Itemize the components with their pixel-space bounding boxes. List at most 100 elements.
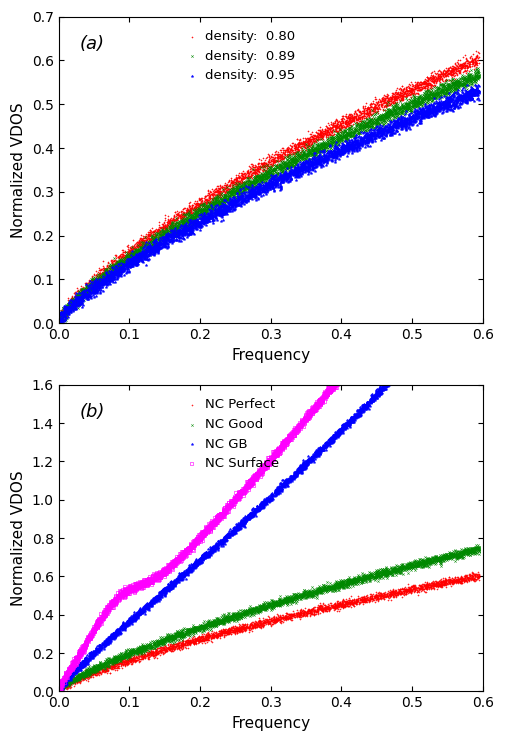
NC Good: [127, 648, 135, 660]
NC GB: [393, 364, 401, 376]
NC Perfect: [104, 660, 112, 672]
NC GB: [334, 431, 342, 443]
NC Perfect: [208, 630, 216, 642]
NC GB: [97, 638, 106, 650]
density:  0.89: (0.0506, 0.102): 0.89: (0.0506, 0.102): [90, 272, 98, 284]
NC Good: [322, 582, 330, 594]
density:  0.89: (0.331, 0.378): 0.89: (0.331, 0.378): [289, 151, 297, 163]
NC Perfect: [325, 599, 333, 611]
density:  0.95: (0.389, 0.389): 0.95: (0.389, 0.389): [329, 147, 337, 159]
density:  0.89: (0.275, 0.316): 0.89: (0.275, 0.316): [249, 179, 258, 191]
density:  0.89: (0.567, 0.542): 0.89: (0.567, 0.542): [455, 80, 463, 92]
NC Good: [199, 624, 208, 636]
density:  0.95: (0.109, 0.153): 0.95: (0.109, 0.153): [132, 250, 140, 262]
NC GB: [132, 611, 140, 623]
NC Good: [130, 649, 138, 660]
density:  0.80: (0.416, 0.463): 0.80: (0.416, 0.463): [348, 114, 357, 126]
NC Perfect: [178, 638, 186, 650]
density:  0.89: (0.41, 0.441): 0.89: (0.41, 0.441): [345, 124, 353, 136]
NC Good: [308, 588, 316, 600]
NC GB: [471, 285, 479, 297]
NC Perfect: [270, 617, 278, 629]
NC Surface: [190, 536, 198, 548]
density:  0.95: (0.0335, 0.0473): 0.95: (0.0335, 0.0473): [78, 297, 86, 309]
NC Surface: [276, 440, 284, 452]
NC GB: [316, 447, 324, 459]
density:  0.80: (0.116, 0.184): 0.80: (0.116, 0.184): [136, 237, 144, 249]
NC Surface: [475, 188, 483, 200]
density:  0.80: (0.0261, 0.0496): 0.80: (0.0261, 0.0496): [73, 295, 81, 307]
density:  0.95: (0.481, 0.454): 0.95: (0.481, 0.454): [395, 119, 403, 131]
density:  0.80: (0.328, 0.396): 0.80: (0.328, 0.396): [287, 144, 295, 156]
NC GB: [222, 530, 230, 542]
density:  0.80: (0.0937, 0.147): 0.80: (0.0937, 0.147): [121, 253, 129, 265]
density:  0.89: (0.334, 0.373): 0.89: (0.334, 0.373): [291, 154, 299, 166]
density:  0.95: (0.0286, 0.053): 0.95: (0.0286, 0.053): [75, 294, 83, 306]
density:  0.89: (0.327, 0.366): 0.89: (0.327, 0.366): [286, 157, 294, 168]
NC Surface: [238, 485, 246, 496]
density:  0.80: (0.501, 0.535): 0.80: (0.501, 0.535): [409, 83, 417, 95]
density:  0.95: (0.547, 0.498): 0.95: (0.547, 0.498): [441, 99, 449, 111]
NC Surface: [249, 473, 258, 485]
density:  0.95: (0.526, 0.479): 0.95: (0.526, 0.479): [426, 108, 434, 119]
NC GB: [326, 437, 334, 449]
density:  0.89: (0.0368, 0.067): 0.89: (0.0368, 0.067): [81, 288, 89, 300]
density:  0.89: (0.113, 0.147): 0.89: (0.113, 0.147): [134, 253, 142, 265]
NC Perfect: [465, 574, 473, 585]
density:  0.89: (0.584, 0.554): 0.89: (0.584, 0.554): [468, 75, 476, 87]
NC Perfect: [119, 656, 127, 668]
density:  0.89: (0.473, 0.497): 0.89: (0.473, 0.497): [389, 99, 397, 111]
density:  0.80: (0.251, 0.317): 0.80: (0.251, 0.317): [232, 178, 240, 190]
density:  0.95: (0.311, 0.333): 0.95: (0.311, 0.333): [275, 171, 283, 183]
density:  0.95: (0.155, 0.196): 0.95: (0.155, 0.196): [164, 232, 172, 243]
density:  0.80: (0.189, 0.261): 0.80: (0.189, 0.261): [188, 203, 196, 215]
density:  0.89: (0.257, 0.296): 0.89: (0.257, 0.296): [236, 188, 244, 200]
density:  0.80: (0.211, 0.281): 0.80: (0.211, 0.281): [204, 194, 212, 206]
density:  0.80: (0.0266, 0.057): 0.80: (0.0266, 0.057): [73, 292, 81, 304]
NC Perfect: [431, 578, 439, 590]
NC Surface: [362, 340, 370, 352]
NC GB: [56, 680, 64, 692]
NC Perfect: [212, 627, 220, 639]
NC Surface: [110, 594, 118, 606]
NC Surface: [328, 378, 336, 390]
density:  0.95: (0.585, 0.535): 0.95: (0.585, 0.535): [468, 83, 476, 95]
density:  0.80: (0.235, 0.289): 0.80: (0.235, 0.289): [221, 191, 229, 203]
NC Surface: [178, 551, 186, 562]
density:  0.89: (0.296, 0.345): 0.89: (0.296, 0.345): [264, 166, 272, 178]
NC Surface: [275, 444, 283, 456]
density:  0.89: (0.451, 0.461): 0.89: (0.451, 0.461): [373, 116, 381, 128]
NC GB: [160, 583, 168, 595]
density:  0.95: (0.319, 0.339): 0.95: (0.319, 0.339): [280, 169, 288, 181]
density:  0.80: (0.391, 0.45): 0.80: (0.391, 0.45): [331, 120, 339, 132]
NC GB: [235, 519, 243, 531]
NC Perfect: [286, 612, 294, 624]
NC GB: [149, 596, 157, 608]
NC Surface: [468, 194, 476, 206]
NC Perfect: [109, 657, 117, 669]
density:  0.80: (0.0194, 0.0409): 0.80: (0.0194, 0.0409): [68, 299, 76, 311]
NC Surface: [376, 318, 384, 330]
NC Good: [139, 643, 147, 654]
NC Perfect: [165, 644, 173, 656]
density:  0.95: (0.485, 0.47): 0.95: (0.485, 0.47): [397, 111, 406, 123]
density:  0.80: (0.185, 0.267): 0.80: (0.185, 0.267): [185, 200, 193, 212]
NC Perfect: [198, 628, 206, 640]
density:  0.80: (0.111, 0.177): 0.80: (0.111, 0.177): [133, 240, 141, 252]
NC Good: [398, 564, 406, 576]
density:  0.80: (0.482, 0.528): 0.80: (0.482, 0.528): [395, 86, 403, 98]
density:  0.80: (0.0913, 0.163): 0.80: (0.0913, 0.163): [119, 246, 127, 257]
density:  0.89: (0.398, 0.436): 0.89: (0.398, 0.436): [336, 127, 344, 139]
density:  0.80: (0.203, 0.267): 0.80: (0.203, 0.267): [198, 200, 206, 212]
NC Surface: [281, 436, 289, 447]
density:  0.80: (0.0837, 0.135): 0.80: (0.0837, 0.135): [114, 258, 122, 270]
density:  0.95: (0.0667, 0.0964): 0.95: (0.0667, 0.0964): [102, 275, 110, 287]
density:  0.80: (0.59, 0.597): 0.80: (0.59, 0.597): [472, 56, 480, 68]
NC Good: [449, 545, 457, 557]
density:  0.89: (0.406, 0.425): 0.89: (0.406, 0.425): [341, 131, 349, 143]
density:  0.80: (0.0528, 0.119): 0.80: (0.0528, 0.119): [92, 265, 100, 277]
NC Surface: [258, 466, 266, 478]
NC Surface: [378, 318, 386, 329]
density:  0.89: (0.524, 0.518): 0.89: (0.524, 0.518): [425, 91, 433, 102]
NC Good: [140, 642, 148, 654]
